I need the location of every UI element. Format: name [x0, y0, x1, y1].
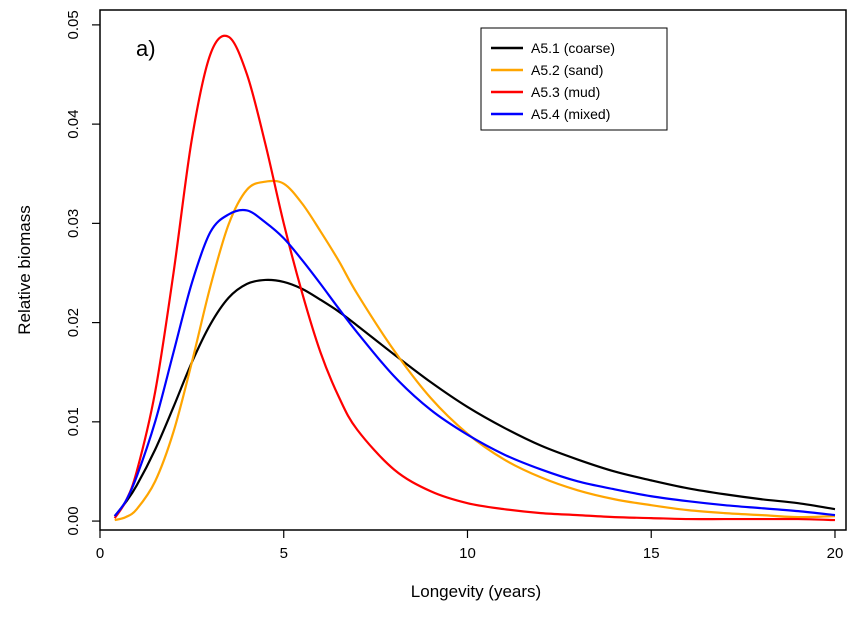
x-axis: 0 5 10 15 20 [96, 530, 843, 562]
y-axis-title: Relative biomass [15, 205, 34, 334]
plot-frame [99, 9, 847, 531]
panel-label: a) [136, 36, 156, 61]
series-line-1 [113, 278, 836, 517]
y-tick-label: 0.03 [65, 209, 82, 238]
x-axis-title: Longevity (years) [411, 582, 541, 601]
x-tick-label: 5 [280, 545, 288, 562]
series-line-4 [113, 208, 836, 517]
y-tick-label: 0.00 [65, 506, 82, 535]
x-tick-label: 0 [96, 545, 104, 562]
legend: A5.1 (coarse) A5.2 (sand) A5.3 (mud) A5.4 (… [480, 27, 668, 131]
y-tick-label: 0.02 [65, 308, 82, 337]
legend-label-3: A5.3 (mud) [531, 84, 600, 100]
series-layer [113, 34, 836, 522]
y-tick-label: 0.01 [65, 407, 82, 436]
y-axis: 0.00 0.01 0.02 0.03 0.04 0.05 [65, 10, 100, 536]
x-tick-label: 15 [643, 545, 660, 562]
legend-label-4: A5.4 (mixed) [531, 106, 610, 122]
series-line-2 [114, 179, 836, 522]
y-tick-label: 0.04 [65, 110, 82, 139]
x-tick-label: 20 [827, 545, 844, 562]
y-tick-label: 0.05 [65, 10, 82, 39]
x-tick-label: 10 [459, 545, 476, 562]
legend-label-1: A5.1 (coarse) [531, 40, 615, 56]
legend-label-2: A5.2 (sand) [531, 62, 603, 78]
series-line-3 [113, 34, 836, 522]
